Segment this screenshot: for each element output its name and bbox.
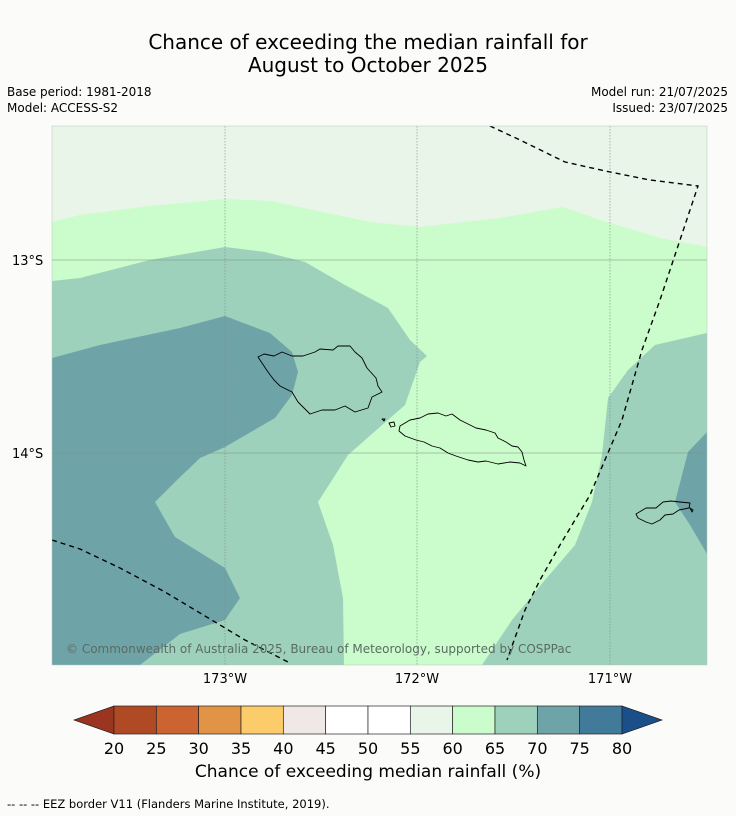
colorbar-segment-60-65 [452,705,496,735]
graticule [52,126,707,665]
base-period-text: Base period: 1981-2018 [7,85,152,99]
meta-right: Model run: 21/07/2025 Issued: 23/07/2025 [591,84,728,116]
colorbar-label: Chance of exceeding median rainfall (%) [194,762,542,782]
colorbar-tick-40: 40 [273,739,293,758]
colorbar-segment-30-35 [198,705,242,735]
colorbar-segment-25-30 [155,705,200,735]
map-frame [51,125,708,666]
land-outlines [257,345,694,525]
savaii-island [257,345,383,415]
colorbar-tick-20: 20 [104,739,124,758]
colorbar-tick-45: 45 [315,739,335,758]
colorbar-tick-60: 60 [442,739,462,758]
eez-border-southwest [52,539,291,664]
eez-borders [52,126,699,664]
lon-label-171w: 171°W [588,672,632,687]
colorbar-tick-35: 35 [231,739,251,758]
lat-label-13s: 13°S [12,254,43,269]
chart-title: Chance of exceeding the median rainfall … [0,31,736,77]
colorbar-tick-25: 25 [146,739,166,758]
category-70-75-region [52,316,707,665]
colorbar-extend-low [72,705,115,735]
colorbar-segment-55-60 [409,705,454,735]
colorbar-segment-45-50 [325,705,369,735]
upolu-island [398,412,527,467]
map-area [52,126,707,665]
colorbar-extend-high [621,705,664,735]
colorbar-segment-70-75 [536,705,581,735]
eez-border-east [489,126,699,661]
manono-apolima-islands [381,418,396,428]
lon-label-173w: 173°W [203,672,247,687]
title-line-2: August to October 2025 [247,53,489,77]
colorbar-tick-65: 65 [485,739,505,758]
lon-label-172w: 172°W [395,672,439,687]
colorbar-segment-40-45 [282,705,327,735]
copyright-text: © Commonwealth of Australia 2025, Bureau… [66,642,571,656]
model-run-text: Model run: 21/07/2025 [590,85,728,99]
colorbar-segment-75-80 [579,705,623,735]
colorbar-segment-50-55 [367,705,411,735]
colorbar-segment-20-25 [113,705,157,735]
colorbar-tick-labels: 20 25 30 35 40 45 50 55 60 65 70 75 80 [104,739,632,758]
title-line-1: Chance of exceeding the median rainfall … [148,30,588,54]
colorbar-tick-30: 30 [188,739,208,758]
eez-footnote: -- -- -- EEZ border V11 (Flanders Marine… [7,797,330,811]
colorbar-tick-50: 50 [358,739,378,758]
colorbar-tick-75: 75 [569,739,589,758]
colorbar-tick-80: 80 [612,739,632,758]
model-text: Model: ACCESS-S2 [7,101,119,115]
colorbar-segment-35-40 [240,705,284,735]
tutuila-island [635,500,694,525]
issued-text: Issued: 23/07/2025 [612,101,728,115]
lat-label-14s: 14°S [12,447,43,462]
colorbar [72,705,664,735]
colorbar-tick-55: 55 [400,739,420,758]
meta-left: Base period: 1981-2018 Model: ACCESS-S2 [7,84,152,116]
colorbar-segment-65-70 [494,705,538,735]
colorbar-tick-70: 70 [527,739,547,758]
